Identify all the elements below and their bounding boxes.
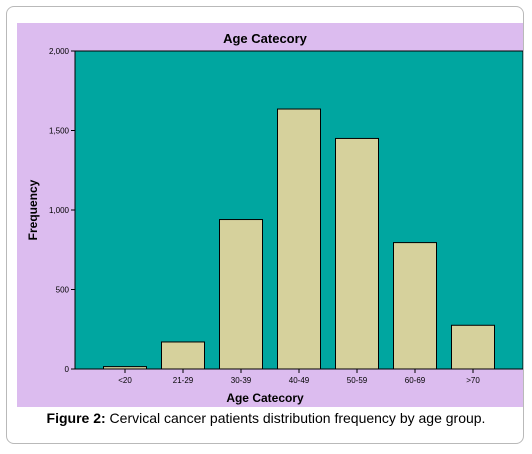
x-axis: <20 21-29 30-39 40-49 50-59 60-69 >70 <box>118 369 480 385</box>
y-tick-label: 2,000 <box>49 47 70 56</box>
caption-text: Cervical cancer patients distribution fr… <box>105 410 486 426</box>
bar-1 <box>161 341 205 370</box>
figure-caption: Figure 2: Cervical cancer patients distr… <box>0 410 532 426</box>
y-tick-label: 1,500 <box>49 127 70 136</box>
x-tick-label: >70 <box>466 376 480 385</box>
y-tick-label: 1,000 <box>49 206 70 215</box>
x-tick-label: 60-69 <box>405 376 426 385</box>
bar-4 <box>335 137 379 370</box>
chart-container: Age Catecory Age Catecory Frequency 0 500… <box>17 23 523 407</box>
bar-0 <box>103 366 147 370</box>
y-tick-label: 0 <box>65 365 70 374</box>
bars-group <box>103 108 495 370</box>
bar-chart: Age Catecory Age Catecory Frequency 0 500… <box>17 23 523 407</box>
y-tick-label: 500 <box>56 286 70 295</box>
bar-6 <box>451 324 495 370</box>
x-tick-label: 30-39 <box>231 376 252 385</box>
bar-5 <box>393 242 437 370</box>
x-tick-label: 40-49 <box>289 376 310 385</box>
chart-title: Age Catecory <box>223 31 308 46</box>
y-axis: 0 500 1,000 1,500 2,000 <box>49 47 75 374</box>
x-tick-label: <20 <box>118 376 132 385</box>
figure-frame: Age Catecory Age Catecory Frequency 0 500… <box>6 6 524 444</box>
x-axis-label: Age Catecory <box>226 391 304 405</box>
bar-2 <box>219 219 263 370</box>
bar-3 <box>277 108 321 370</box>
y-axis-label: Frequency <box>26 179 40 240</box>
x-tick-label: 21-29 <box>173 376 194 385</box>
x-tick-label: 50-59 <box>347 376 368 385</box>
caption-label: Figure 2: <box>46 410 106 426</box>
